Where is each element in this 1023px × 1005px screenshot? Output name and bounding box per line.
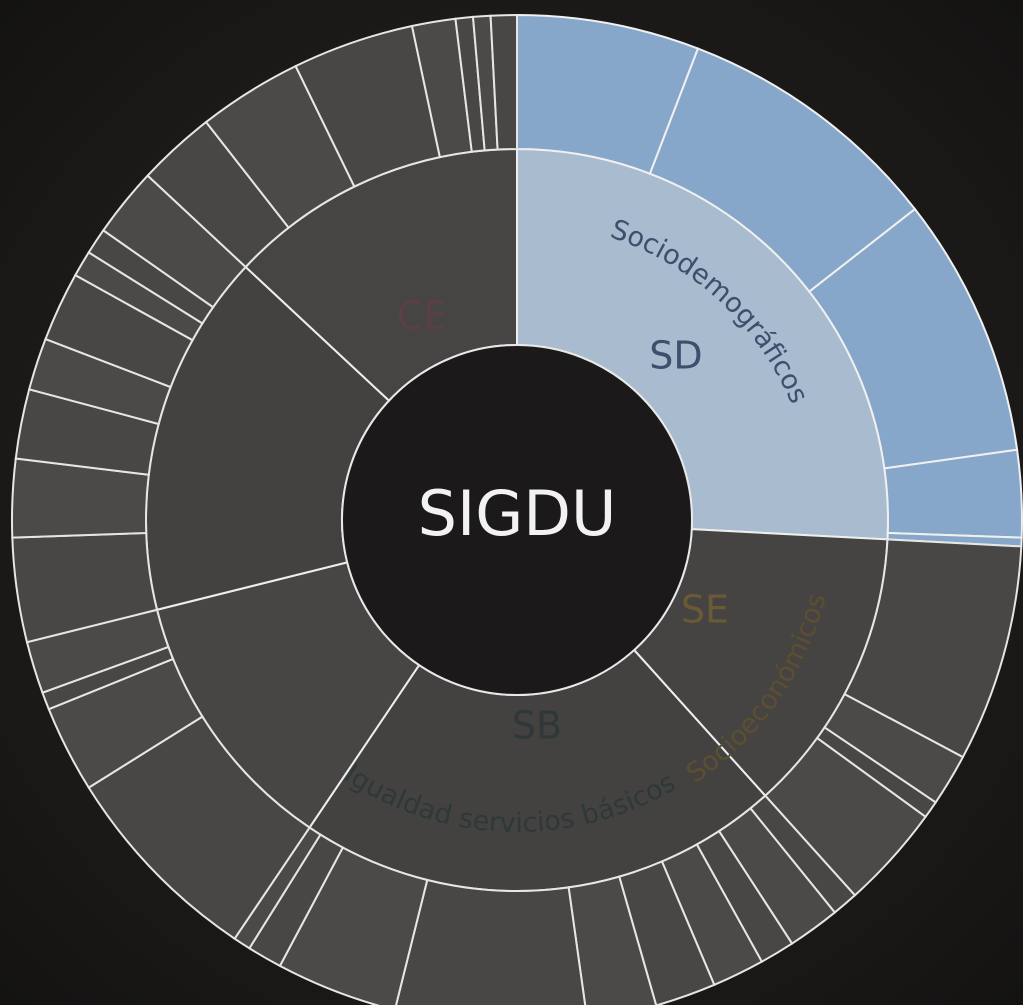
segment-code: SB [512, 704, 562, 748]
page: {"center": {"label": "SIGDU"}, "segments… [0, 0, 1023, 1005]
segment-code: SD [649, 334, 702, 378]
outer-sector [395, 880, 587, 1005]
segment-code: CE [397, 294, 448, 338]
center-label: SIGDU [418, 477, 617, 550]
sunburst: SIGDU SDSESBCESociodemográficosSocioecon… [0, 0, 1023, 1005]
segment-code: SE [681, 588, 729, 632]
